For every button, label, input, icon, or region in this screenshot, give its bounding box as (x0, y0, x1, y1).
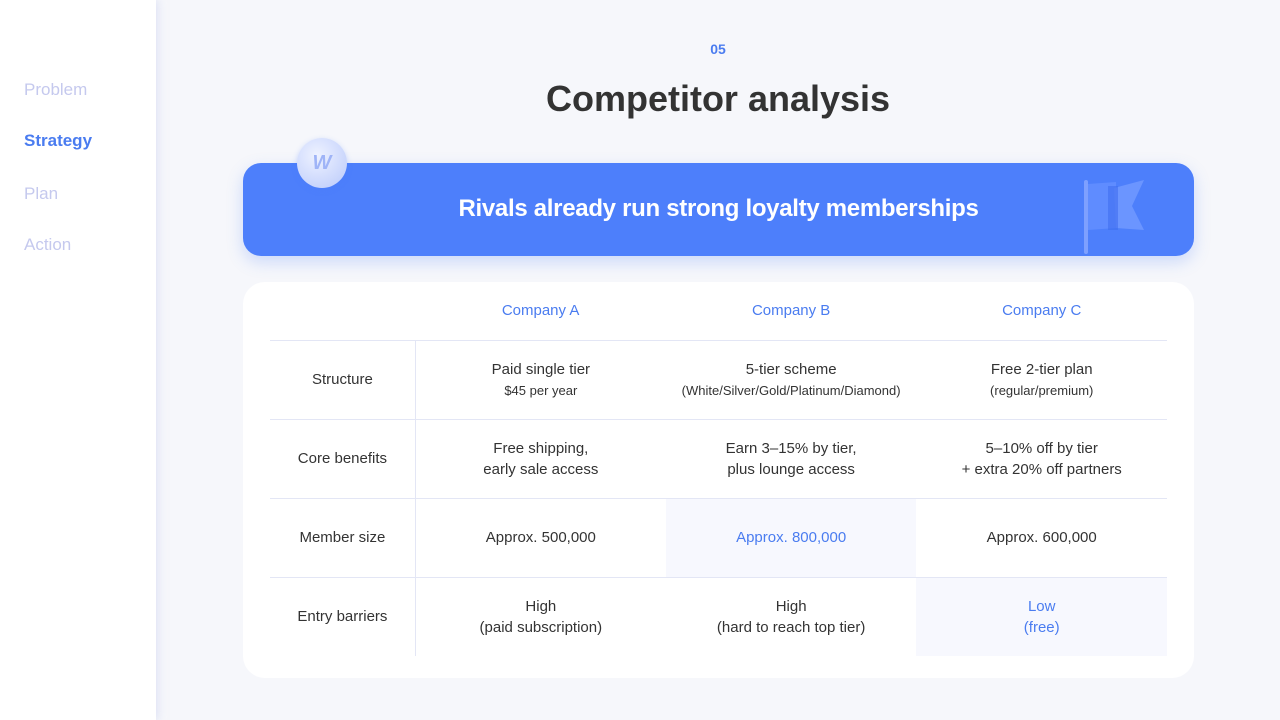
table-cell: Approx. 800,000 (665, 498, 917, 578)
cell-line: early sale access (483, 460, 599, 478)
header-company-b: Company B (665, 282, 917, 341)
cell-line: Approx. 800,000 (736, 529, 847, 546)
cell-line: High (525, 597, 557, 615)
cell-line: Paid single tier (491, 360, 591, 378)
row-label: Core benefits (270, 419, 416, 499)
cell-line: $45 per year (504, 382, 578, 398)
cell-line: (White/Silver/Gold/Platinum/Diamond) (681, 382, 901, 398)
cell-line: plus lounge access (727, 460, 855, 478)
table-row: Structure Paid single tier $45 per year 5-t… (270, 340, 1167, 420)
cell-line: (regular/premium) (990, 382, 1094, 398)
table-cell: 5–10% off by tier + extra 20% off partner… (916, 419, 1167, 499)
cell-line: 5-tier scheme (745, 360, 837, 378)
nav-problem[interactable]: Problem (24, 80, 88, 99)
cell-line: Approx. 500,000 (485, 529, 596, 546)
header-empty (270, 282, 416, 341)
header-company-c: Company C (916, 282, 1167, 341)
cell-line: + extra 20% off partners (961, 460, 1122, 478)
row-label: Member size (270, 498, 416, 578)
nav-strategy[interactable]: Strategy (24, 131, 93, 150)
nav-action[interactable]: Action (24, 235, 72, 254)
table-cell: 5-tier scheme (White/Silver/Gold/Platinum… (665, 340, 917, 420)
table-row: Entry barriers High (paid subscription) Hig… (270, 577, 1167, 656)
coin-w-icon: W (297, 138, 347, 188)
table-cell: Low (free) (916, 577, 1167, 656)
row-label: Structure (270, 340, 416, 420)
cell-line: Earn 3–15% by tier, (725, 439, 857, 457)
header-company-a: Company A (415, 282, 666, 341)
table-cell: Paid single tier $45 per year (415, 340, 666, 420)
table-cell: Approx. 500,000 (415, 498, 666, 578)
cell-line: High (775, 597, 807, 615)
table-cell: Earn 3–15% by tier, plus lounge access (665, 419, 917, 499)
cell-line: (free) (1023, 618, 1060, 636)
cell-line: (paid subscription) (479, 618, 603, 636)
cell-line: Free 2-tier plan (990, 360, 1093, 378)
cell-line: Low (1027, 597, 1056, 615)
slide-number: 05 (710, 41, 726, 57)
table-cell: Free 2-tier plan (regular/premium) (916, 340, 1167, 420)
cell-line: Free shipping, (493, 439, 589, 457)
cell-line: Approx. 600,000 (986, 529, 1097, 546)
cell-line: 5–10% off by tier (985, 439, 1098, 457)
headline-banner: Rivals already run strong loyalty member… (243, 163, 1194, 256)
table-cell: Approx. 600,000 (916, 498, 1167, 578)
comparison-table: Company A Company B Company C Structure P… (270, 282, 1167, 656)
banner-text: Rivals already run strong loyalty member… (458, 195, 979, 222)
table-cell: Free shipping, early sale access (415, 419, 666, 499)
page-title: Competitor analysis (545, 78, 891, 119)
sidebar: Problem Strategy Plan Action (0, 0, 156, 720)
row-label: Entry barriers (270, 577, 416, 656)
table-row: Core benefits Free shipping, early sale ac… (270, 419, 1167, 499)
table-cell: High (hard to reach top tier) (666, 577, 917, 656)
table-row: Member size Approx. 500,000 Approx. 800,00… (270, 498, 1167, 578)
flag-icon (1084, 180, 1144, 254)
table-cell: High (paid subscription) (415, 577, 666, 656)
cell-line: (hard to reach top tier) (716, 618, 866, 636)
table-header-row: Company A Company B Company C (270, 282, 1167, 341)
nav-plan[interactable]: Plan (24, 184, 59, 203)
